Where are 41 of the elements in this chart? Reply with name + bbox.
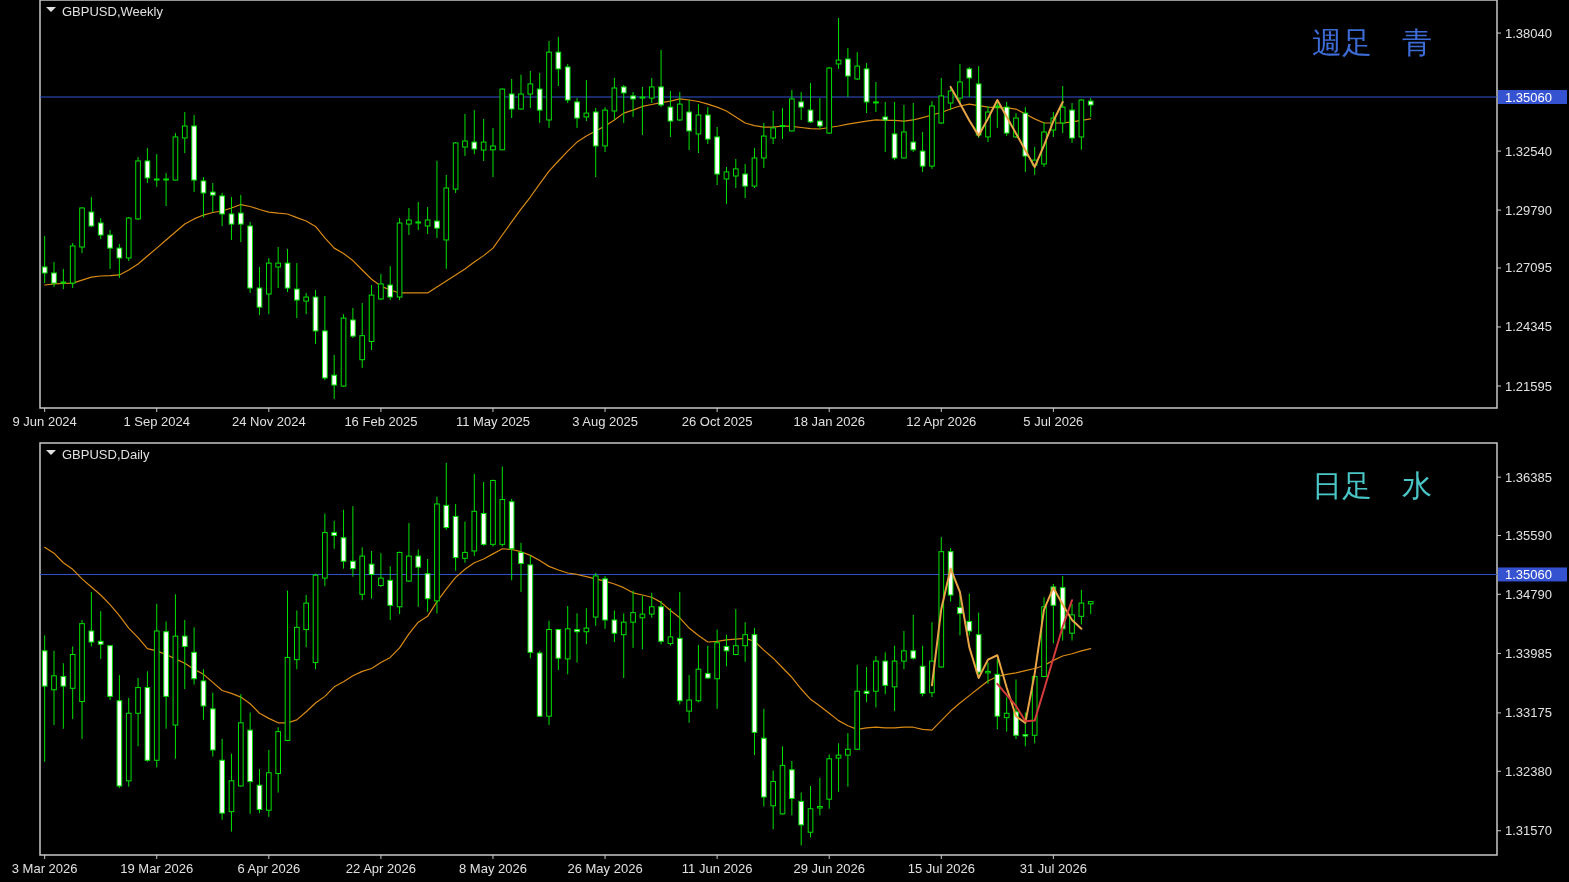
y-tick-label: 1.33175 <box>1505 705 1552 721</box>
chart-title: GBPUSD,Daily <box>62 447 150 462</box>
x-tick-label: 26 Oct 2025 <box>681 414 753 429</box>
price-tag: 1.35060 <box>1498 89 1567 105</box>
y-tick-label: 1.27095 <box>1505 260 1552 276</box>
x-tick-label: 29 Jun 2026 <box>793 861 865 876</box>
x-tick-label: 26 May 2026 <box>567 861 643 876</box>
x-tick-label: 16 Feb 2025 <box>344 414 418 429</box>
x-tick-label: 12 Apr 2026 <box>906 414 977 429</box>
x-tick-label: 22 Apr 2026 <box>345 861 416 876</box>
x-tick-label: 1 Sep 2024 <box>123 414 190 429</box>
y-tick-label: 1.36385 <box>1505 469 1552 485</box>
y-tick-label: 1.38040 <box>1505 25 1552 41</box>
x-tick-label: 15 Jul 2026 <box>907 861 975 876</box>
y-tick-label: 1.24345 <box>1505 319 1552 335</box>
x-tick-label: 11 Jun 2026 <box>681 861 753 876</box>
chart-title: GBPUSD,Weekly <box>62 4 164 19</box>
price-tag: 1.35060 <box>1498 566 1567 582</box>
text: 日足 水 <box>1312 469 1432 502</box>
x-tick-label: 19 Mar 2026 <box>120 861 194 876</box>
x-tick-label: 9 Jun 2024 <box>12 414 77 429</box>
y-tick-label: 1.33985 <box>1505 645 1552 661</box>
y-tick-label: 1.34790 <box>1505 586 1552 602</box>
x-tick-label: 8 May 2026 <box>459 861 527 876</box>
x-tick-label: 3 Aug 2025 <box>572 414 638 429</box>
text: 週足 青 <box>1312 26 1432 59</box>
x-tick-label: 11 May 2025 <box>455 414 531 429</box>
ref-line-label: 1.35060 <box>1505 89 1552 105</box>
y-tick-label: 1.32540 <box>1505 143 1552 159</box>
y-tick-label: 1.32380 <box>1505 763 1552 779</box>
y-tick-label: 1.21595 <box>1505 378 1552 394</box>
x-tick-label: 5 Jul 2026 <box>1023 414 1084 429</box>
x-tick-label: 24 Nov 2024 <box>231 414 306 429</box>
ref-line-label: 1.35060 <box>1505 566 1552 582</box>
y-tick-label: 1.31570 <box>1505 823 1552 839</box>
y-tick-label: 1.29790 <box>1505 202 1552 218</box>
y-tick-label: 1.35590 <box>1505 528 1552 544</box>
x-tick-label: 31 Jul 2026 <box>1019 861 1087 876</box>
x-tick-label: 18 Jan 2026 <box>793 414 865 429</box>
x-tick-label: 6 Apr 2026 <box>237 861 301 876</box>
x-tick-label: 3 Mar 2026 <box>11 861 78 876</box>
